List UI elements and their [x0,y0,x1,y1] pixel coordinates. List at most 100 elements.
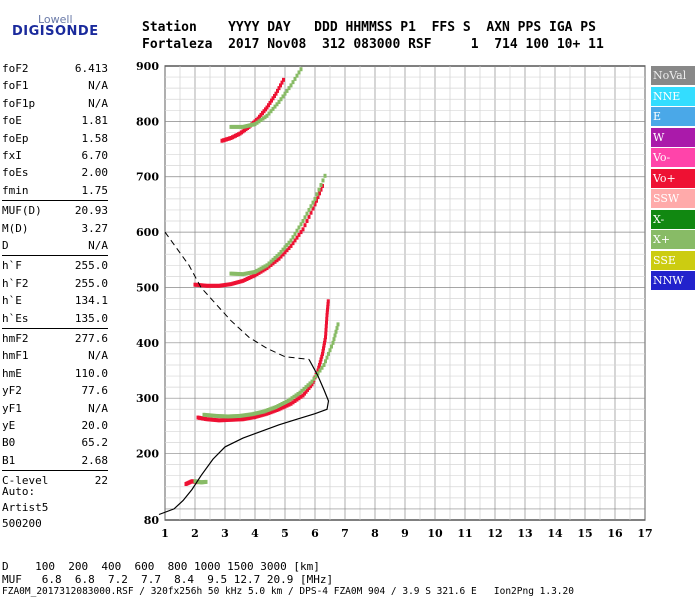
trace-point [233,281,237,286]
legend-item-nne: NNE [651,86,695,106]
trace-point [234,414,238,419]
trace-point [257,267,261,272]
param-row: foF1p N/A [2,95,108,112]
param-row: h`E 134.1 [2,292,108,309]
trace-point [208,413,212,418]
trace-point [324,327,328,332]
trace-point [262,409,266,414]
trace-point [316,195,320,200]
param-value: 1.58 [81,131,109,145]
param-value: N/A [88,349,108,363]
param-value: N/A [88,96,108,110]
trace-point [271,261,275,266]
trace-point [273,255,277,260]
trace-point [223,418,227,423]
trace-point [241,272,245,277]
trace-point [213,417,217,422]
trace-point [268,100,272,105]
x-tick-label: 5 [281,527,289,540]
trace-point [275,408,279,413]
axis-ticks: 1 2 3 4 5 6 7 8 9 10 11 12 13 14 15 16 17802003004005006… [136,60,653,540]
trace-point [266,408,270,413]
trace-point [285,403,289,408]
trace-point [290,396,294,401]
trace-point [227,282,231,287]
param-separator [2,470,108,472]
trace-point [289,401,293,406]
y-tick-label: 80 [144,514,160,527]
trace-point [217,283,221,288]
param-label: M(D) [2,221,29,235]
trace-point [334,329,338,334]
trace-point [193,282,197,287]
trace-point [322,362,326,367]
trace-point [332,337,336,342]
param-value: 20.93 [74,204,108,218]
trace-point [278,403,282,408]
trace-point [271,106,275,111]
trace-point [268,407,272,412]
param-value: 255.0 [74,259,108,273]
x-tick-label: 13 [517,527,532,540]
trace-point [321,349,325,354]
y-tick-label: 900 [136,60,159,73]
trace-point [274,91,278,96]
param-value: 65.2 [81,436,109,450]
trace-point [223,282,227,287]
trace-point [206,413,210,418]
trace-point [207,283,211,288]
trace-point [261,116,265,121]
legend-item-nnw: NNW [651,271,695,290]
trace-point [287,86,291,91]
trace-point [265,113,269,118]
trace-point [265,105,269,110]
trace-point [323,340,326,345]
param-row: yF2 77.6 [2,382,108,399]
trace-point [285,88,289,93]
trace-point [215,418,219,423]
trace-point [293,398,297,403]
trace-point [253,122,257,127]
trace-point [211,417,215,422]
trace-point [287,402,291,407]
trace-point [277,86,281,91]
param-label: foEs [2,166,29,180]
trace-point [303,223,307,228]
trace-point [313,202,317,207]
trace-point [292,394,296,399]
trace-point [241,417,245,422]
trace-point [319,187,323,192]
param-label: foE [2,114,22,128]
trace-point [271,257,275,262]
trace-point [256,410,260,415]
trace-point [239,124,243,129]
trace-point [225,282,229,287]
trace-point [279,97,283,102]
trace-point [250,412,254,417]
trace-point [326,307,329,312]
trace-point [239,272,243,277]
trace-point [251,274,255,279]
trace-point [330,344,333,349]
file-footer: FZA0M_2017312083000.RSF / 320fx256h 50 k… [2,586,574,597]
trace-point [297,70,301,75]
trace-point [248,412,252,417]
trace-point [259,413,263,418]
trace-point [238,413,242,418]
trace-point [231,124,235,129]
trace-point [235,271,239,276]
legend-item-x-: X- [651,209,695,229]
trace-point [235,417,239,422]
trace-point [273,408,277,413]
trace-point [239,279,243,284]
trace-point [312,376,316,381]
trace-point [201,283,205,288]
trace-point [231,417,235,422]
trace-point [283,250,287,255]
trace-point [322,343,326,348]
trace-point [258,410,262,415]
trace-point [251,122,255,127]
legend-item-w: W [651,127,695,147]
trace-point [314,374,318,379]
trace-point [307,207,311,212]
